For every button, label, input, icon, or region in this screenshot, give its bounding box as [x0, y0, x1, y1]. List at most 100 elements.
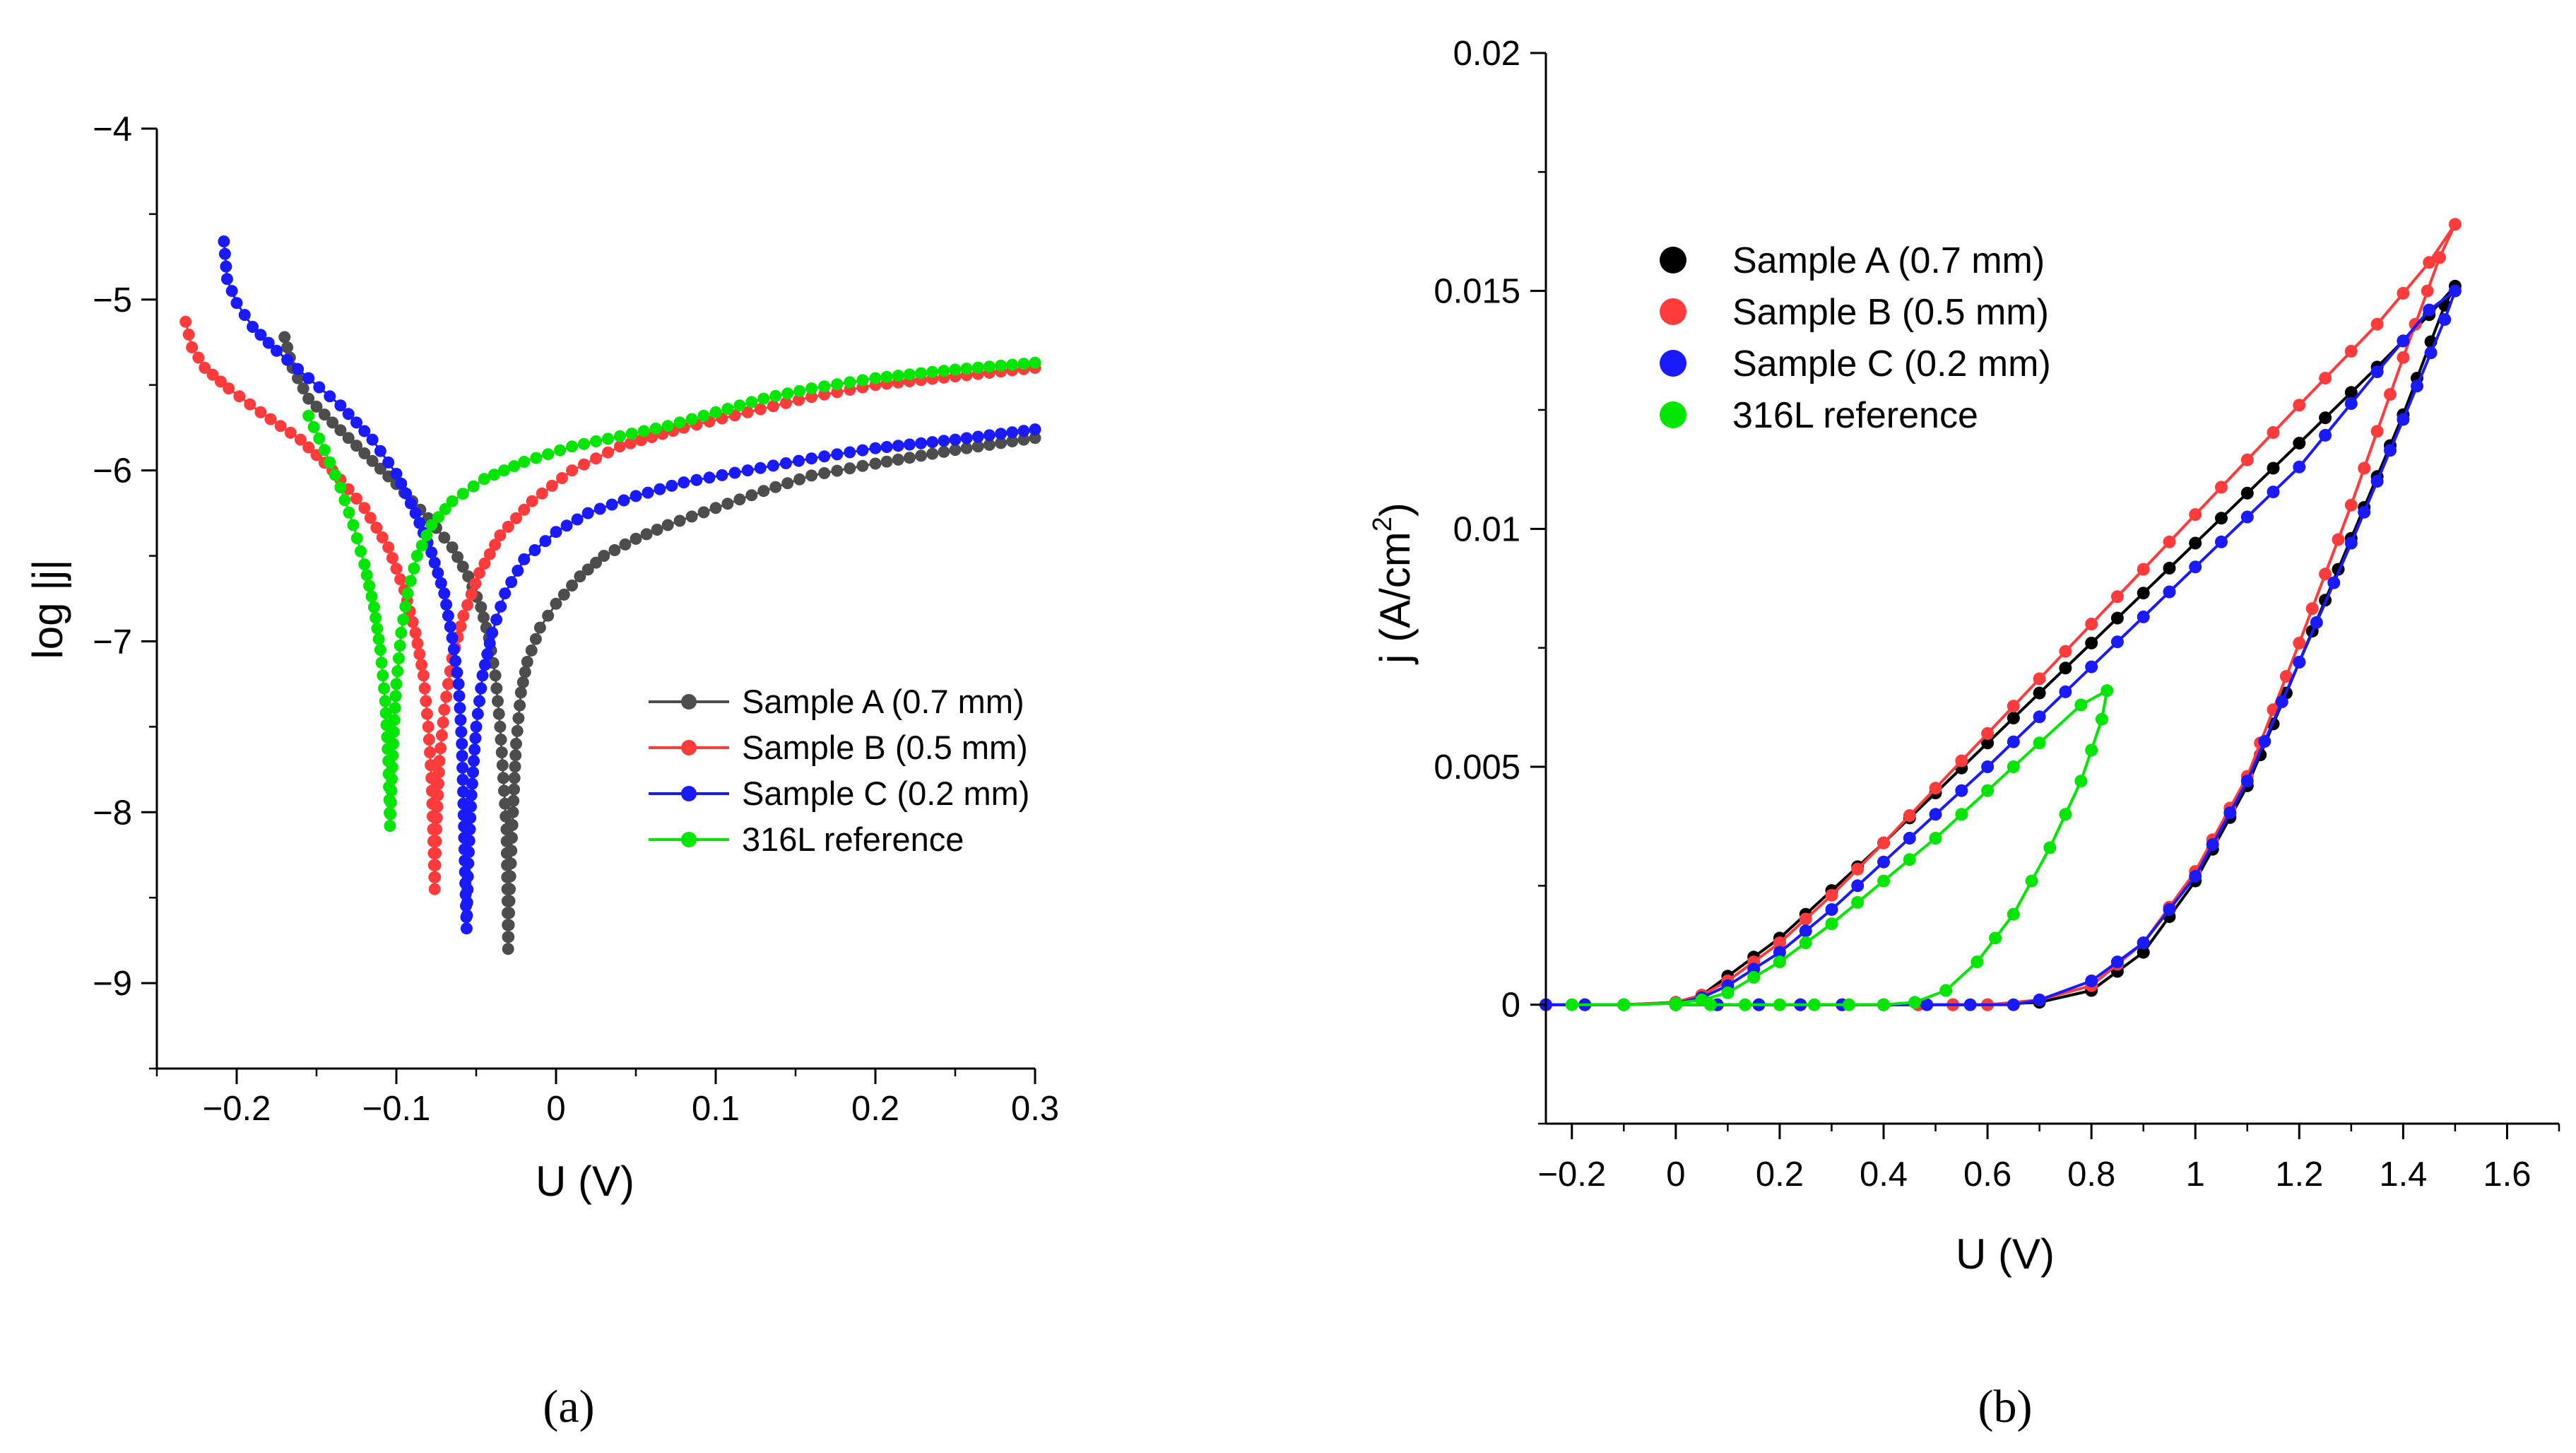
- panel-b-y-axis-title-main: j (A/cm: [1371, 531, 1419, 665]
- data-point-sample-c-0-2-mm: [1877, 855, 1890, 869]
- data-point-316l-reference: [379, 695, 391, 707]
- data-point-316l-reference: [1799, 936, 1812, 950]
- data-point-sample-c-0-2-mm: [1825, 903, 1838, 916]
- data-point-sample-c-0-2-mm: [550, 526, 562, 539]
- data-point-316l-reference: [372, 633, 385, 645]
- data-point-316l-reference: [1773, 998, 1786, 1011]
- data-point-316l-reference: [2074, 775, 2088, 788]
- data-point-sample-b-0-5-mm: [415, 659, 428, 671]
- data-point-sample-c-0-2-mm: [2397, 413, 2410, 426]
- data-point-sample-c-0-2-mm: [495, 600, 507, 613]
- legend-b-marker-sample-b: [1660, 298, 1686, 325]
- data-point-316l-reference: [397, 613, 410, 626]
- data-point-sample-b-0-5-mm: [2319, 372, 2332, 385]
- legend-a-marker-316l: [681, 832, 697, 847]
- panel-b-x-tick-label: 0.6: [1963, 1155, 2011, 1194]
- data-point-sample-a-0-7-mm: [1981, 736, 1995, 750]
- data-point-316l-reference: [1721, 986, 1735, 999]
- data-point-sample-c-0-2-mm: [483, 637, 496, 649]
- data-point-316l-reference: [733, 399, 746, 412]
- data-point-sample-b-0-5-mm: [420, 695, 432, 707]
- data-point-sample-b-0-5-mm: [390, 563, 403, 575]
- data-point-316l-reference: [415, 539, 428, 552]
- data-point-sample-b-0-5-mm: [518, 503, 531, 516]
- data-point-316l-reference: [1029, 356, 1041, 369]
- legend-b-label-sample-a: Sample A (0.7 mm): [1732, 240, 2045, 281]
- data-point-sample-b-0-5-mm: [411, 637, 424, 649]
- data-point-sample-a-0-7-mm: [507, 806, 519, 818]
- data-point-sample-a-0-7-mm: [733, 493, 746, 506]
- data-point-sample-c-0-2-mm: [2223, 806, 2237, 820]
- panel-b-y-tick-label: 0.01: [1453, 510, 1520, 548]
- data-point-sample-b-0-5-mm: [413, 648, 426, 661]
- data-point-sample-c-0-2-mm: [374, 445, 386, 457]
- panel-b-x-tick-label: 1.4: [2379, 1155, 2427, 1194]
- panel-b-series-sample-a-0-7-mm: [1540, 279, 2462, 1011]
- data-point-316l-reference: [420, 529, 433, 541]
- data-point-sample-c-0-2-mm: [465, 789, 478, 801]
- data-point-sample-c-0-2-mm: [2344, 397, 2358, 410]
- data-point-sample-b-0-5-mm: [465, 588, 478, 601]
- data-point-sample-a-0-7-mm: [514, 699, 526, 712]
- data-point-sample-b-0-5-mm: [741, 406, 754, 418]
- data-point-sample-a-0-7-mm: [334, 424, 347, 437]
- data-point-sample-c-0-2-mm: [400, 487, 413, 500]
- data-point-316l-reference: [721, 403, 734, 416]
- panel-a-series-316l-reference: [302, 356, 1041, 833]
- panel-b-x-tick-label: 1: [2186, 1155, 2205, 1194]
- data-point-sample-c-0-2-mm: [2085, 660, 2098, 673]
- data-point-316l-reference: [387, 738, 399, 750]
- data-point-sample-c-0-2-mm: [390, 468, 403, 480]
- data-point-sample-a-0-7-mm: [550, 597, 562, 610]
- data-point-sample-a-0-7-mm: [446, 541, 459, 553]
- data-point-sample-c-0-2-mm: [461, 909, 473, 922]
- data-point-sample-c-0-2-mm: [2448, 284, 2462, 298]
- data-point-316l-reference: [745, 396, 758, 408]
- data-point-sample-a-0-7-mm: [818, 467, 831, 479]
- data-point-316l-reference: [926, 365, 939, 378]
- data-point-sample-b-0-5-mm: [2305, 602, 2319, 616]
- data-point-316l-reference: [1929, 832, 1942, 845]
- data-point-sample-a-0-7-mm: [509, 749, 522, 762]
- data-point-316l-reference: [1981, 784, 1995, 797]
- data-point-sample-c-0-2-mm: [2137, 936, 2150, 950]
- data-point-sample-c-0-2-mm: [218, 235, 230, 248]
- panel-b-y-axis-title-sup: 2: [1368, 517, 1398, 531]
- data-point-sample-a-0-7-mm: [525, 644, 538, 657]
- data-point-sample-a-0-7-mm: [495, 734, 507, 746]
- data-point-316l-reference: [818, 380, 831, 393]
- data-point-sample-a-0-7-mm: [529, 633, 542, 645]
- data-point-sample-b-0-5-mm: [2344, 498, 2358, 512]
- data-point-316l-reference: [542, 448, 555, 461]
- data-point-sample-a-0-7-mm: [318, 408, 331, 421]
- data-point-sample-b-0-5-mm: [793, 394, 805, 406]
- data-point-sample-b-0-5-mm: [494, 529, 507, 541]
- data-point-316l-reference: [392, 652, 405, 665]
- data-point-sample-c-0-2-mm: [1006, 426, 1019, 439]
- data-point-sample-a-0-7-mm: [490, 682, 503, 695]
- data-point-316l-reference: [389, 690, 402, 702]
- data-point-sample-b-0-5-mm: [2358, 461, 2371, 475]
- data-point-sample-c-0-2-mm: [779, 457, 792, 469]
- data-point-sample-c-0-2-mm: [366, 433, 379, 446]
- data-point-sample-c-0-2-mm: [2370, 475, 2384, 488]
- panel-a-x-tick-label: −0.1: [362, 1090, 431, 1128]
- data-point-sample-c-0-2-mm: [462, 857, 475, 870]
- panel-b-x-tick-label: 0.2: [1756, 1155, 1804, 1194]
- panel-a-x-tick-label: 0.2: [851, 1090, 899, 1128]
- legend-a-marker-sample-b: [681, 740, 697, 755]
- panel-a: −0.2 −0.1 0 0.1 0.2 0.3 −9 −8 −7 −6 −5 −4 U (V) log…: [24, 110, 1059, 1433]
- data-point-sample-c-0-2-mm: [2033, 993, 2046, 1006]
- data-point-sample-c-0-2-mm: [220, 273, 233, 286]
- data-point-sample-c-0-2-mm: [2424, 346, 2438, 360]
- data-point-sample-a-0-7-mm: [709, 502, 722, 514]
- data-point-316l-reference: [399, 600, 412, 613]
- data-point-sample-b-0-5-mm: [192, 351, 205, 364]
- panel-a-y-tick-label: −4: [93, 110, 132, 148]
- data-point-sample-a-0-7-mm: [498, 784, 510, 797]
- data-point-sample-b-0-5-mm: [613, 440, 626, 453]
- data-point-sample-c-0-2-mm: [949, 433, 962, 446]
- series-line-316l-reference: [1571, 689, 2109, 1006]
- data-point-sample-c-0-2-mm: [2059, 685, 2072, 698]
- data-point-316l-reference: [566, 440, 579, 453]
